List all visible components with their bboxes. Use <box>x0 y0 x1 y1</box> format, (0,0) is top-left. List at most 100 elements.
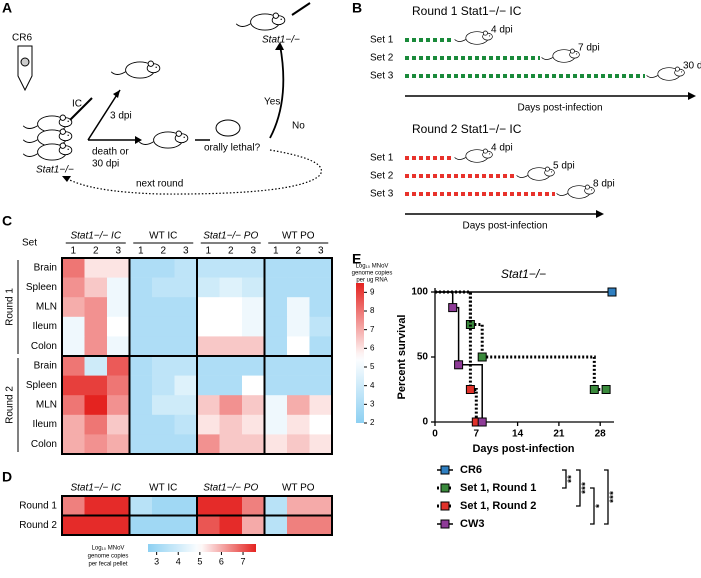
heatmap-cell <box>197 395 220 416</box>
arrow <box>269 44 285 139</box>
heatmap-cell <box>174 414 198 435</box>
heatmap-cell <box>62 297 85 318</box>
heatmap-cell <box>129 395 153 416</box>
arrowhead <box>688 92 696 100</box>
legend-swatch <box>440 519 450 529</box>
heatmap-cell <box>309 258 333 278</box>
mouse-icon <box>556 184 595 199</box>
heatmap-cell <box>219 316 243 337</box>
heatmap-cell <box>152 277 175 298</box>
heatmap-cell <box>219 496 243 516</box>
heatmap-cell <box>219 297 243 318</box>
column-label: 1 <box>273 246 279 257</box>
x-tick-label: 14 <box>512 429 524 440</box>
heatmap-cell <box>107 316 130 337</box>
host-label: Stat1−/− <box>262 35 300 46</box>
heatmap-cell <box>309 356 333 376</box>
heatmap-cell <box>84 434 108 455</box>
row-label: Round 1 <box>19 500 57 511</box>
heatmap-cell <box>84 496 108 516</box>
heatmap-cell <box>242 515 265 536</box>
column-group-label: WT PO <box>282 483 315 494</box>
loop-arrow <box>65 149 322 195</box>
set-label: Set 1 <box>370 153 394 164</box>
heatmap-cell <box>287 496 310 516</box>
heatmap-cell <box>219 336 243 357</box>
survival-marker <box>607 287 617 297</box>
heatmap-cell <box>197 258 220 278</box>
set-label: Set 2 <box>370 171 394 182</box>
arrowhead <box>62 176 71 182</box>
heatmap-cell <box>174 316 198 337</box>
heatmap-cell <box>152 515 175 536</box>
heatmap-cell <box>309 434 333 455</box>
heatmap-cell <box>309 316 333 337</box>
significance-bracket <box>576 469 581 507</box>
significance-label: *** <box>581 482 592 494</box>
heatmap-cell <box>287 297 310 318</box>
endpoint-label: 30 dpi <box>92 159 119 170</box>
legend-label: Set 1, Round 1 <box>460 482 536 494</box>
route-label: IC <box>72 99 82 110</box>
heatmap-cell <box>264 515 288 536</box>
row-label: Ileum <box>33 321 57 332</box>
panel-label: A <box>2 0 12 16</box>
heatmap-cell <box>84 375 108 396</box>
colorbar-tick-label: 3 <box>154 556 159 566</box>
panel-e: Stat1−/− Percent survival Days post-infect… <box>396 267 620 530</box>
colorbar-tick-label: 6 <box>219 556 224 566</box>
heatmap-cell <box>174 375 198 396</box>
heatmap-cell <box>152 496 175 516</box>
arrowhead <box>275 42 284 50</box>
heatmap-cell <box>197 316 220 337</box>
heatmap-cell <box>242 395 265 416</box>
heatmap-cell <box>309 297 333 318</box>
heatmap-cell <box>62 414 85 435</box>
heatmap-cell <box>129 356 153 376</box>
heatmap-cell <box>129 316 153 337</box>
significance-bracket <box>604 469 609 525</box>
heatmap-cell <box>84 336 108 357</box>
survival-step <box>435 290 472 390</box>
axes <box>434 288 614 423</box>
y-axis-label: Percent survival <box>396 315 408 400</box>
heatmap-cell <box>197 496 220 516</box>
colorbar-title: genome copies <box>352 271 393 277</box>
heatmap-cell <box>129 297 153 318</box>
row-label: Round 2 <box>19 520 57 531</box>
heatmap-cell <box>174 515 198 536</box>
heatmap-cell <box>152 434 175 455</box>
survival-marker <box>477 417 487 427</box>
significance-bracket <box>562 469 567 489</box>
row-group-label: Round 1 <box>5 288 16 326</box>
heatmap-cell <box>242 414 265 435</box>
row-group-label: Round 2 <box>5 386 16 424</box>
heatmap-cell <box>129 496 153 516</box>
survival-marker <box>477 352 487 362</box>
heatmap-cell <box>129 336 153 357</box>
significance-label: ** <box>567 475 578 483</box>
heatmap-cell <box>287 414 310 435</box>
heatmap-cell <box>174 434 198 455</box>
legend-swatch <box>440 483 450 493</box>
dpi-label: 7 dpi <box>578 43 600 54</box>
heatmap-cell <box>84 395 108 416</box>
round-title: Round 2 Stat1−/− IC <box>412 122 522 136</box>
heatmap-cell <box>152 297 175 318</box>
row-label: MLN <box>36 302 57 313</box>
mouse-icon <box>646 66 685 81</box>
heatmap-cell <box>152 336 175 357</box>
heatmap-cell <box>62 515 85 536</box>
heatmap-cell <box>107 336 130 357</box>
heatmap-cell <box>197 414 220 435</box>
heatmap-cell <box>107 414 130 435</box>
arrowhead <box>596 210 604 218</box>
legend-label: CW3 <box>460 518 484 530</box>
heatmap-cell <box>264 277 288 298</box>
column-group-label: WT PO <box>282 231 315 242</box>
legend-label: CR6 <box>460 464 482 476</box>
panel-label: D <box>2 469 12 485</box>
heatmap-cell <box>287 515 310 536</box>
